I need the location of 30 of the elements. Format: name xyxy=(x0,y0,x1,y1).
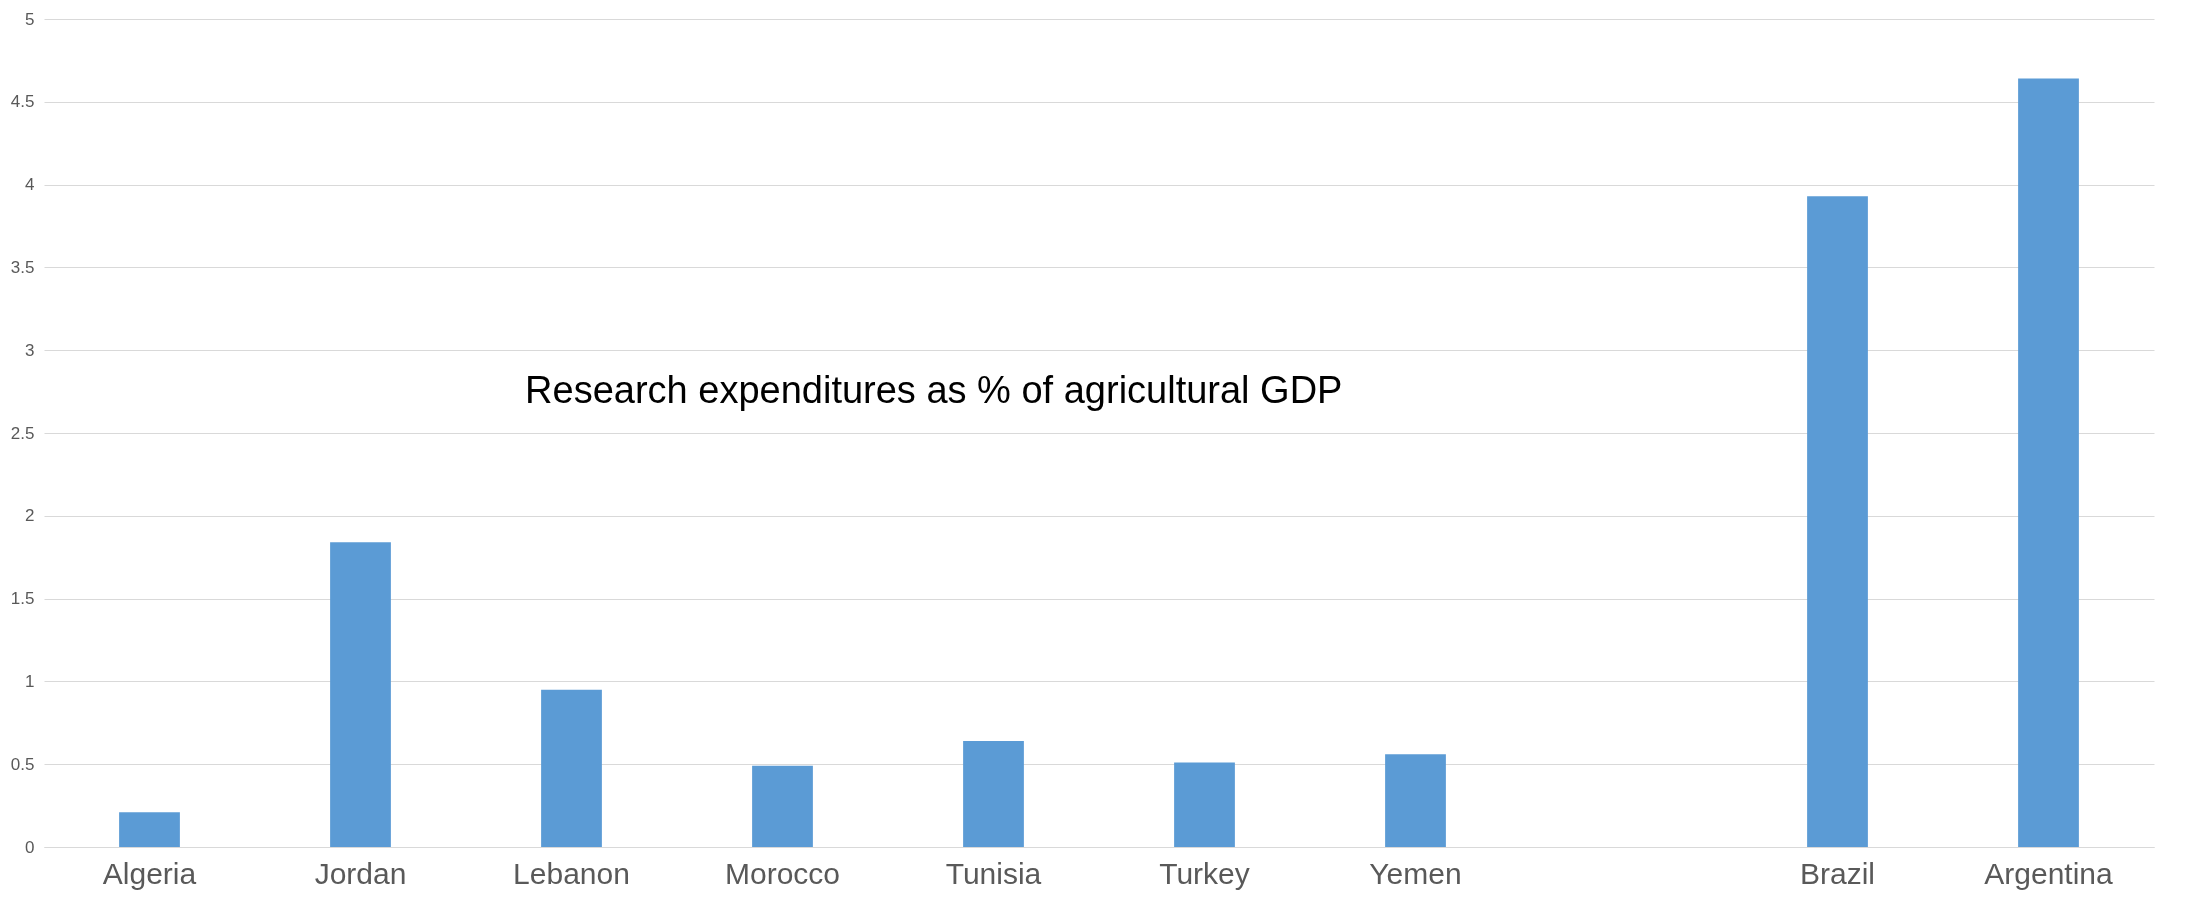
bar xyxy=(1385,754,1446,847)
y-tick-label: 4.5 xyxy=(10,92,35,112)
x-tick-label: Algeria xyxy=(102,856,197,890)
y-tick-label: 3.5 xyxy=(10,257,35,277)
x-tick-label: Turkey xyxy=(1159,856,1250,890)
bar xyxy=(963,741,1024,847)
bar xyxy=(541,689,602,847)
y-tick-label: 2.5 xyxy=(10,423,35,443)
bar xyxy=(2018,78,2079,847)
y-tick-label: 0 xyxy=(25,837,35,857)
y-tick-label: 5 xyxy=(25,9,35,29)
bar xyxy=(752,765,813,847)
bar xyxy=(330,542,391,847)
x-tick-label: Tunisia xyxy=(945,856,1042,890)
y-tick-label: 1 xyxy=(25,671,35,691)
x-tick-label: Argentina xyxy=(1984,856,2114,890)
x-tick-label: Lebanon xyxy=(513,856,630,890)
bar xyxy=(119,812,180,847)
text: Research expenditures as % of agricultural GDP xyxy=(525,368,1343,411)
x-tick-label: Brazil xyxy=(1799,856,1876,890)
bar xyxy=(1807,196,1868,847)
x-tick-label: Jordan xyxy=(314,856,407,890)
y-tick-label: 2 xyxy=(25,506,35,526)
y-tick-label: 1.5 xyxy=(10,589,35,609)
x-tick-label: Yemen xyxy=(1369,856,1462,890)
y-tick-label: 4 xyxy=(25,175,35,195)
y-tick-label: 3 xyxy=(25,340,35,360)
y-tick-label: 0.5 xyxy=(10,754,35,774)
bar xyxy=(1174,762,1235,847)
x-tick-label: Morocco xyxy=(724,856,841,890)
